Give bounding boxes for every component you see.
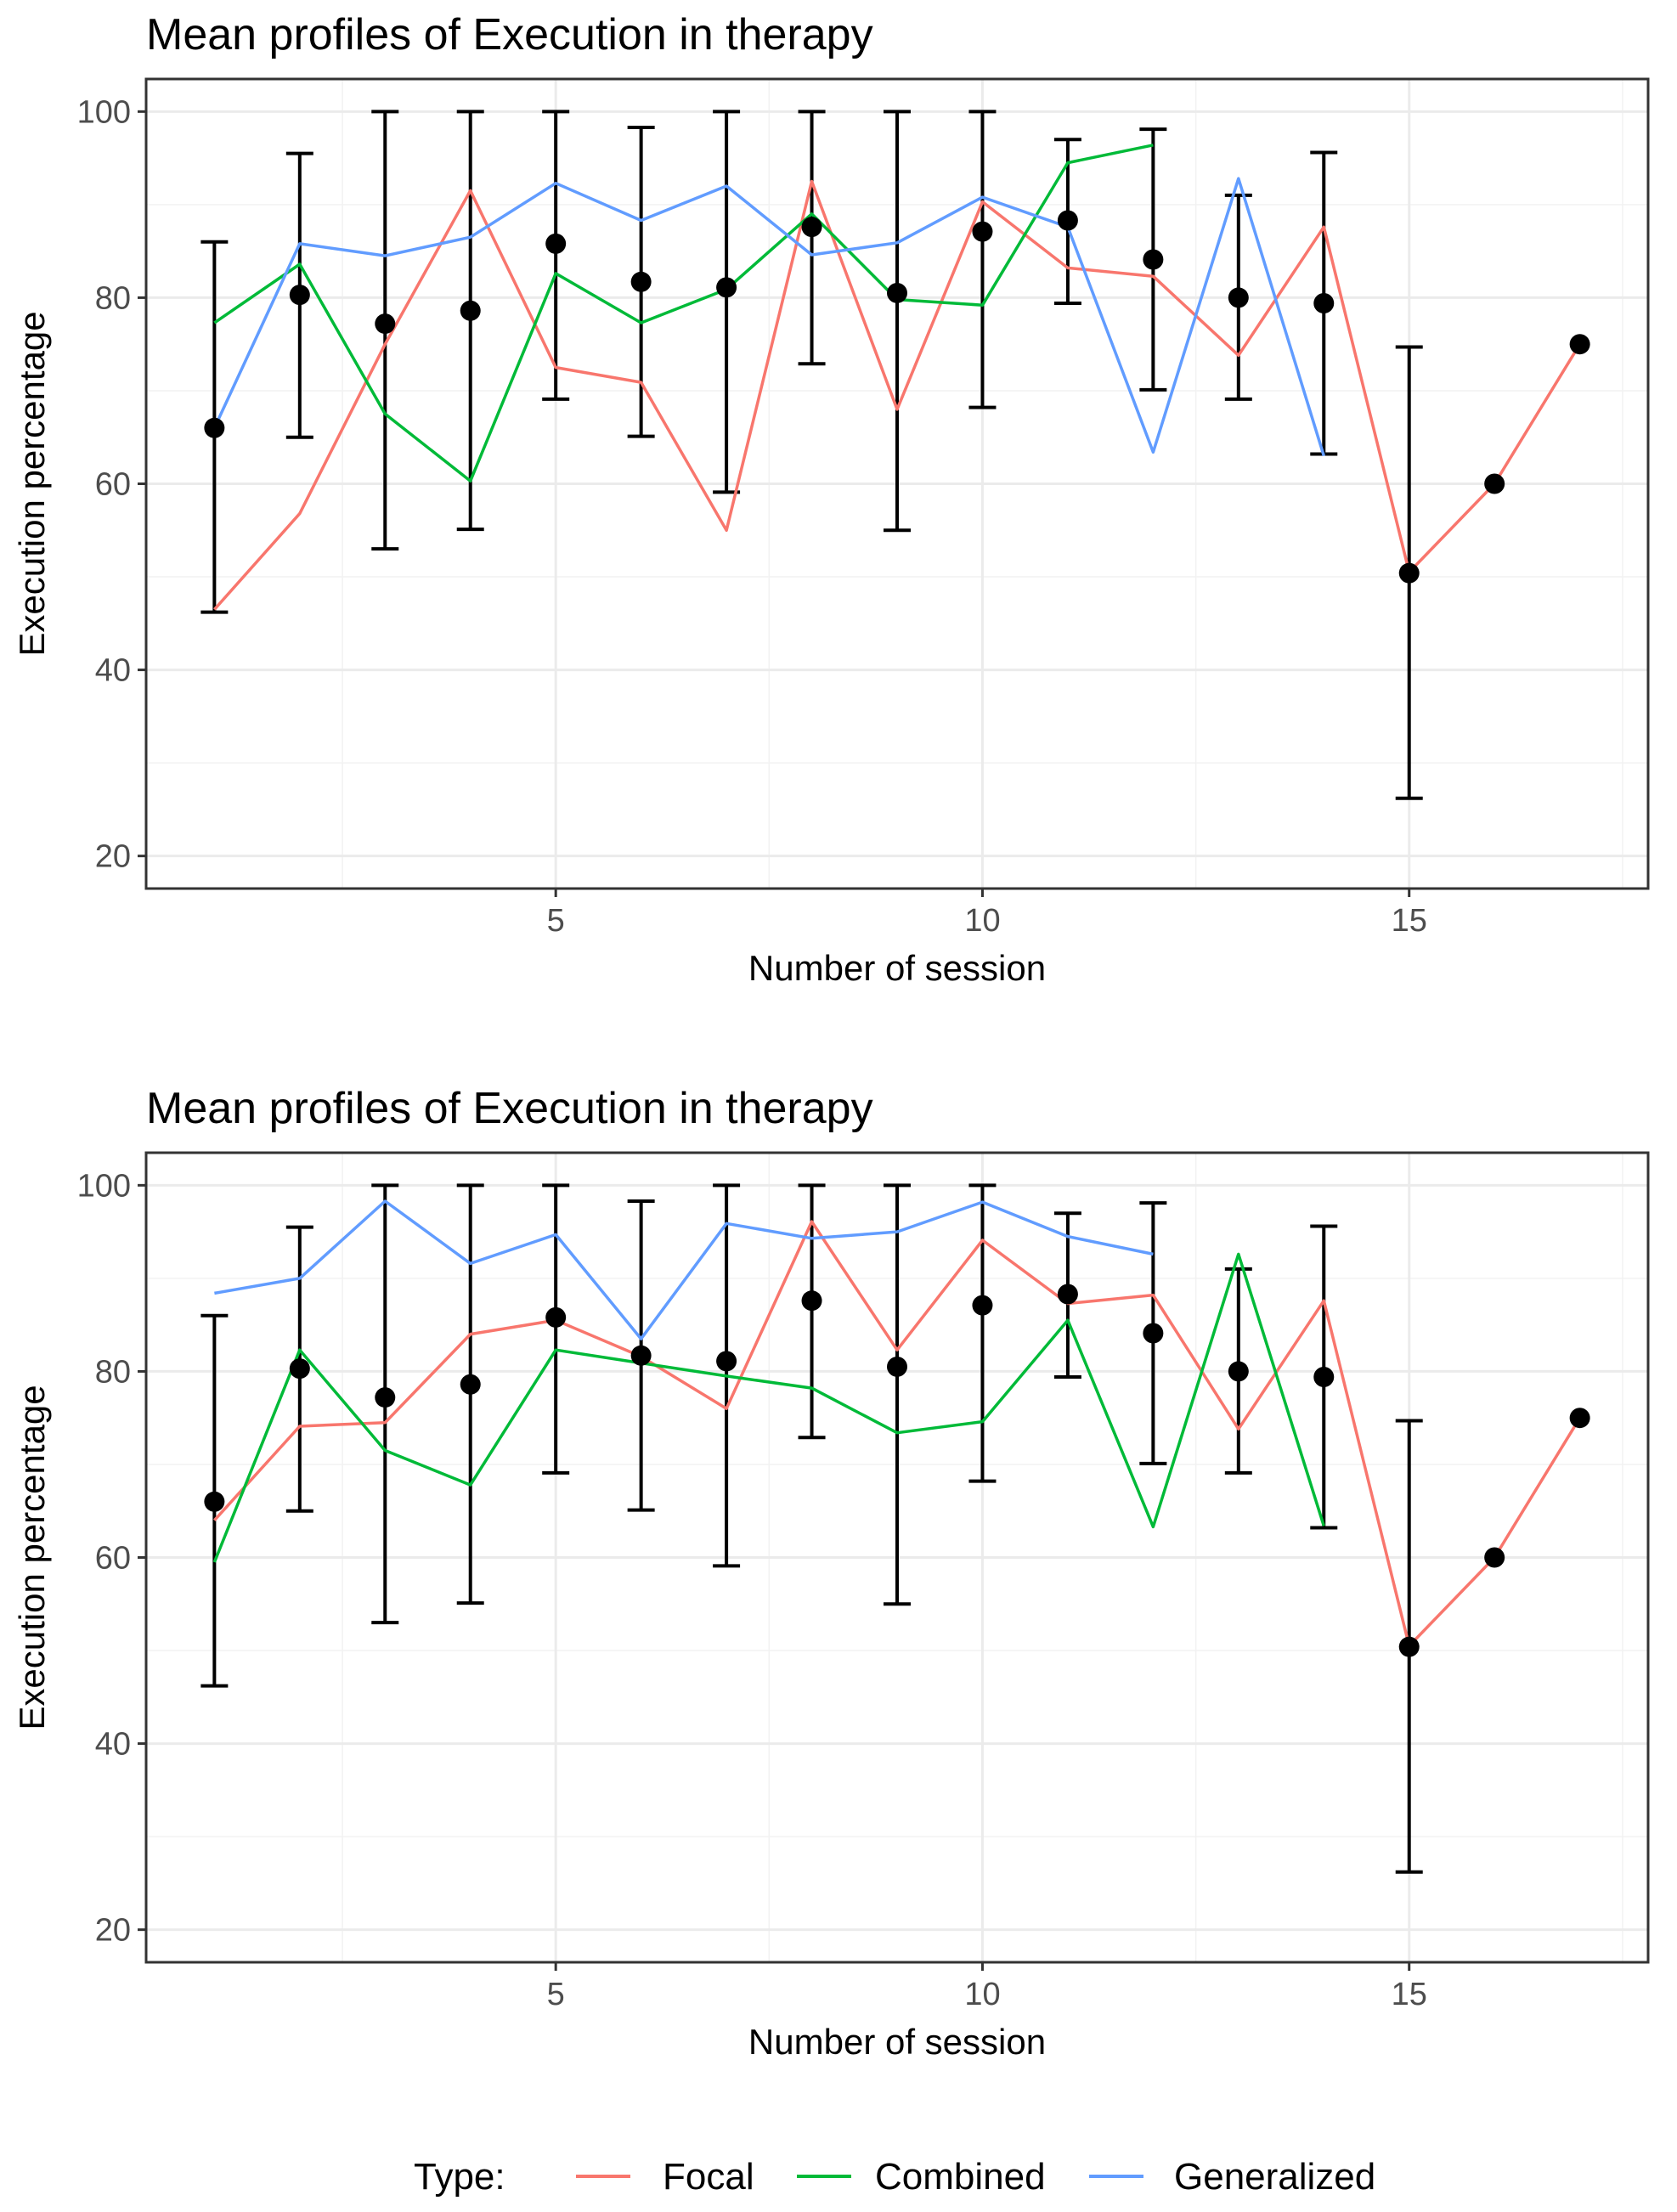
mean-point-17 <box>1569 1408 1590 1429</box>
chart-title: Mean profiles of Execution in therapy <box>146 10 873 59</box>
x-tick-label: 10 <box>964 903 1000 939</box>
mean-point-2 <box>289 285 310 306</box>
y-tick-label: 20 <box>95 1913 131 1949</box>
error-bars <box>200 110 1423 800</box>
mean-point-8 <box>801 217 822 238</box>
series-line-focal <box>213 179 1582 611</box>
x-tick-label: 5 <box>547 1977 565 2012</box>
series-line-generalized <box>212 177 1325 457</box>
mean-point-6 <box>630 271 652 292</box>
mean-point-5 <box>545 1306 567 1328</box>
series-line-generalized <box>214 1199 1154 1340</box>
mean-point-15 <box>1398 1636 1420 1657</box>
mean-point-16 <box>1484 1547 1505 1568</box>
mean-point-14 <box>1313 292 1335 313</box>
legend-label-focal: Focal <box>663 2156 754 2198</box>
mean-point-14 <box>1313 1366 1335 1387</box>
mean-point-12 <box>1143 1323 1164 1344</box>
legend-label-combined: Combined <box>875 2156 1046 2198</box>
series-line-combined <box>213 144 1154 482</box>
y-tick-label: 60 <box>95 467 131 503</box>
y-axis-title: Execution percentage <box>12 1385 52 1730</box>
mean-point-11 <box>1057 1284 1078 1305</box>
mean-point-16 <box>1484 473 1505 494</box>
x-axis-title: Number of session <box>748 948 1046 988</box>
chart-panel-1: 5 10 15 20 40 60 80 100 Mean profiles of Executi… <box>12 10 1650 988</box>
mean-point-9 <box>887 1356 907 1377</box>
mean-point-10 <box>972 1295 993 1316</box>
series-lines <box>212 1199 1582 1648</box>
mean-point-4 <box>460 1374 481 1395</box>
chart-title: Mean profiles of Execution in therapy <box>146 1084 873 1133</box>
x-tick-label: 15 <box>1392 903 1427 939</box>
mean-point-9 <box>887 282 907 303</box>
legend-item-combined: Combined <box>797 2156 1046 2198</box>
mean-point-8 <box>801 1290 822 1312</box>
mean-point-7 <box>716 277 737 298</box>
x-tick-label: 10 <box>964 1977 1000 2012</box>
y-tick-label: 100 <box>77 1168 131 1204</box>
x-tick-label: 15 <box>1392 1977 1427 2012</box>
mean-point-13 <box>1228 287 1249 308</box>
x-tick-label: 5 <box>547 903 565 939</box>
legend: Type: Focal Combined Generalized <box>414 2156 1375 2198</box>
y-tick-label: 40 <box>95 653 131 689</box>
y-tick-label: 60 <box>95 1541 131 1577</box>
mean-point-12 <box>1143 249 1164 270</box>
y-tick-label: 40 <box>95 1727 131 1763</box>
x-axis-title: Number of session <box>748 2022 1046 2062</box>
y-tick-label: 80 <box>95 280 131 316</box>
legend-item-generalized: Generalized <box>1089 2156 1375 2198</box>
y-tick-label: 20 <box>95 839 131 875</box>
mean-point-6 <box>630 1345 652 1366</box>
series-line-combined <box>212 1252 1325 1563</box>
mean-point-2 <box>289 1358 310 1380</box>
mean-point-15 <box>1398 562 1420 584</box>
axes: 5 10 15 20 40 60 80 100 <box>77 1168 1427 2012</box>
legend-item-focal: Focal <box>576 2156 754 2198</box>
mean-point-3 <box>375 313 396 335</box>
mean-point-13 <box>1228 1361 1249 1382</box>
mean-point-4 <box>460 300 481 321</box>
legend-title: Type: <box>414 2156 505 2198</box>
mean-points <box>204 1284 1590 1657</box>
y-tick-label: 100 <box>77 94 131 130</box>
chart-panel-2: 5 10 15 20 40 60 80 100 Mean profiles of Executi… <box>12 1084 1650 2062</box>
mean-point-10 <box>972 221 993 242</box>
mean-point-17 <box>1569 334 1590 355</box>
mean-points <box>204 210 1590 584</box>
series-lines <box>212 144 1582 611</box>
y-axis-title: Execution percentage <box>12 311 52 656</box>
series-line-focal <box>213 1220 1582 1648</box>
axes: 5 10 15 20 40 60 80 100 <box>77 94 1427 939</box>
y-tick-label: 80 <box>95 1354 131 1390</box>
mean-point-3 <box>375 1387 396 1408</box>
mean-point-1 <box>204 417 225 438</box>
legend-label-generalized: Generalized <box>1174 2156 1375 2198</box>
mean-point-5 <box>545 233 567 254</box>
mean-point-1 <box>204 1491 225 1512</box>
mean-point-7 <box>716 1351 737 1372</box>
mean-point-11 <box>1057 210 1078 231</box>
